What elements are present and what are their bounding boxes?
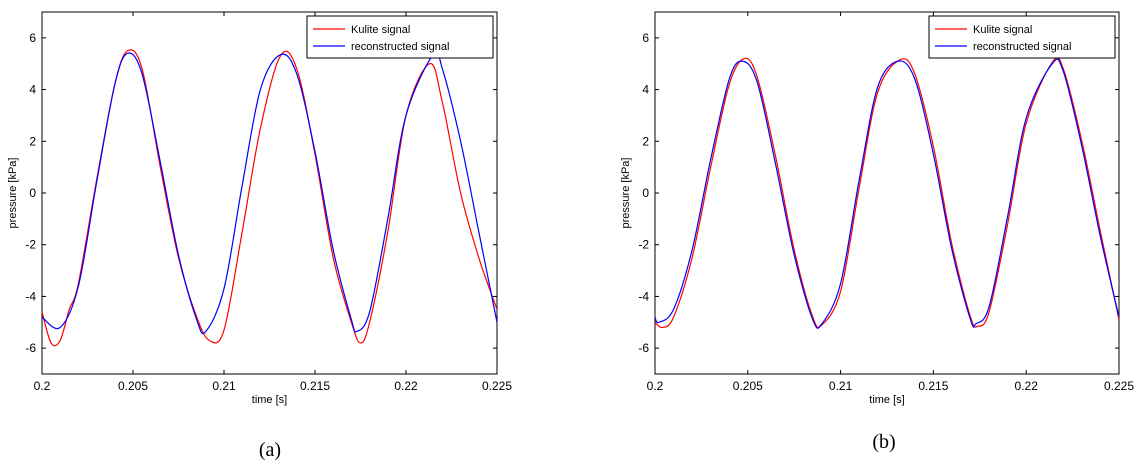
series-line-reconstructed [655, 58, 1119, 329]
x-tick-label: 0.205 [733, 379, 763, 393]
y-tick-label: -4 [25, 289, 36, 303]
x-tick-label: 0.22 [1015, 379, 1039, 393]
y-tick-label: -4 [638, 289, 649, 303]
panel-caption: (b) [872, 431, 895, 453]
series-line-kulite [655, 56, 1119, 329]
legend-box [928, 15, 1116, 59]
chart-panel-b: 0.2 0.205 0.21 0.215 0.22 0.225 -6 -4 -2 0 2 4 6 time… [620, 11, 1134, 453]
x-tick-label: 0.21 [212, 379, 236, 393]
y-tick-label: 2 [642, 134, 649, 148]
y-tick-label: 0 [642, 186, 649, 200]
panel-caption: (a) [259, 439, 281, 461]
y-axis-label: pressure [kPa] [7, 158, 19, 229]
y-tick-label: 6 [642, 31, 649, 45]
x-tick-label: 0.205 [118, 379, 148, 393]
y-tick-label: -6 [638, 341, 649, 355]
legend: Kulite signal reconstructed signal [928, 15, 1116, 59]
x-tick-label: 0.215 [918, 379, 948, 393]
legend-entry: Kulite signal [973, 24, 1032, 36]
x-tick-label: 0.2 [647, 379, 664, 393]
x-axis-label: time [s] [252, 394, 287, 406]
x-tick-label: 0.225 [1104, 379, 1134, 393]
x-tick-label: 0.21 [829, 379, 853, 393]
y-tick-label: 4 [29, 83, 36, 97]
x-axis-label: time [s] [869, 394, 904, 406]
x-tick-label: 0.2 [34, 379, 51, 393]
chart-panel-a: 0.2 0.205 0.21 0.215 0.22 0.225 -6 -4 -2 0 2 4 6 time… [7, 11, 512, 461]
y-tick-label: 6 [29, 31, 36, 45]
series-line-reconstructed [42, 50, 497, 335]
legend-entry: reconstructed signal [973, 41, 1071, 53]
y-tick-label: 0 [29, 186, 36, 200]
legend: Kulite signal reconstructed signal [306, 15, 494, 59]
legend-entry: Kulite signal [351, 24, 410, 36]
x-tick-label: 0.22 [394, 379, 418, 393]
y-tick-label: -2 [25, 238, 36, 252]
y-axis-label: pressure [kPa] [620, 158, 632, 229]
x-tick-label: 0.225 [482, 379, 512, 393]
y-tick-label: -6 [25, 341, 36, 355]
x-tick-label: 0.215 [300, 379, 330, 393]
legend-entry: reconstructed signal [351, 41, 449, 53]
y-tick-label: 2 [29, 134, 36, 148]
legend-box [306, 15, 494, 59]
y-tick-label: 4 [642, 83, 649, 97]
y-tick-label: -2 [638, 238, 649, 252]
series-line-kulite [42, 49, 497, 347]
